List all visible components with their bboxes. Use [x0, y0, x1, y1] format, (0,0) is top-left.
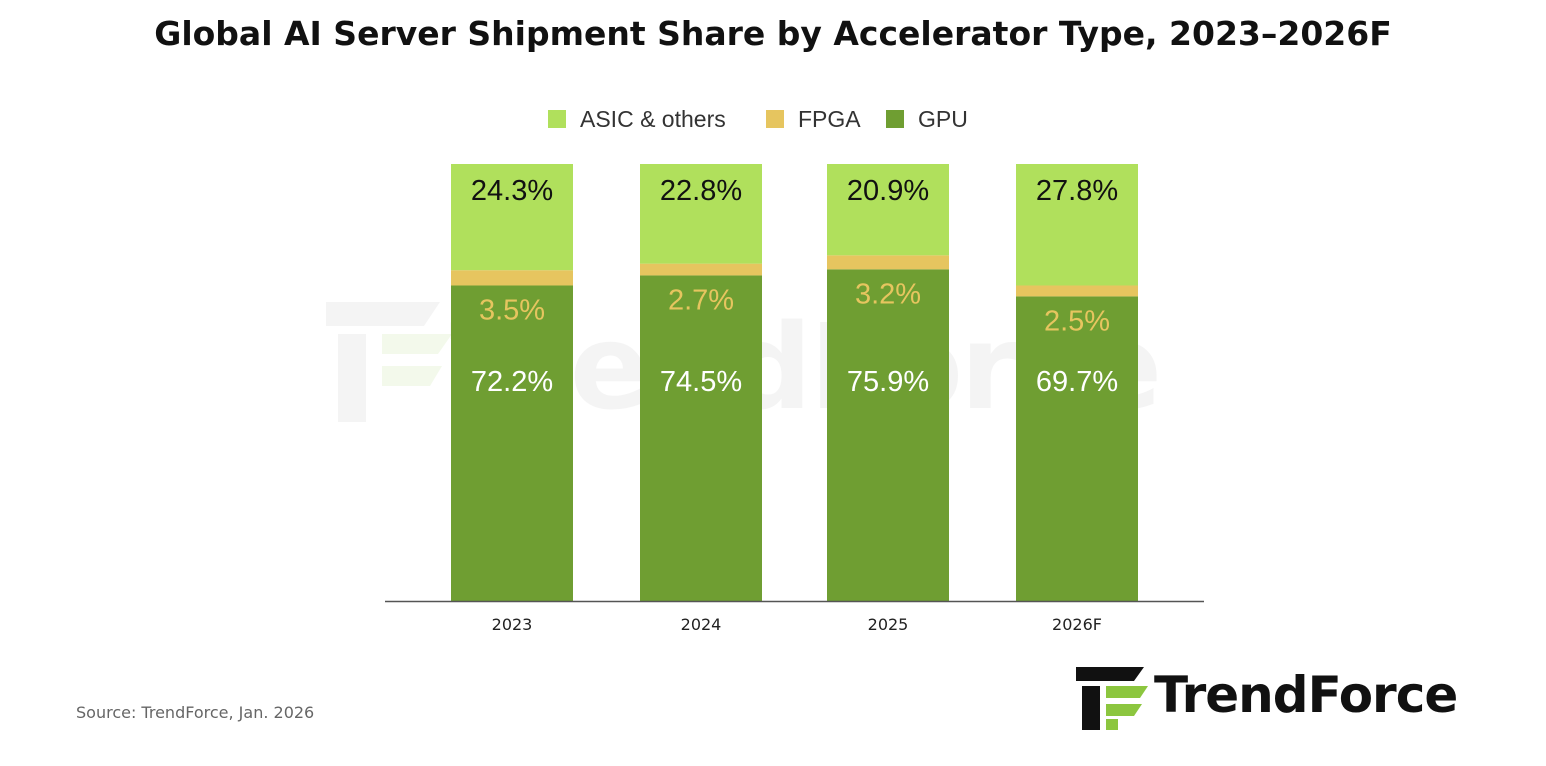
data-label-asic-others-2024: 22.8% [660, 175, 742, 207]
x-axis-tick-labels: 2023 2024 2025 2026F [492, 615, 1102, 634]
trendforce-logo-icon [1076, 667, 1148, 730]
data-label-gpu-2025: 75.9% [847, 366, 929, 398]
bar-fpga-2023 [451, 270, 573, 286]
legend-label-asic-others: ASIC & others [580, 106, 726, 132]
x-tick-label-2026f: 2026F [1052, 615, 1102, 634]
legend-label-gpu: GPU [918, 106, 968, 132]
data-label-fpga-2025: 3.2% [855, 278, 921, 310]
data-labels: 24.3% 3.5% 72.2% 22.8% 2.7% 74.5% 20.9% 3.2% 75.… [471, 175, 1118, 398]
x-tick-label-2024: 2024 [681, 615, 722, 634]
data-label-fpga-2023: 3.5% [479, 294, 545, 326]
data-label-gpu-2024: 74.5% [660, 366, 742, 398]
bar-fpga-2026f [1016, 285, 1138, 297]
bar-gpu-2023 [451, 285, 573, 601]
bar-gpu-2024 [640, 275, 762, 601]
bar-asic-others-2025 [827, 164, 949, 256]
legend-swatch-asic-others [548, 110, 566, 128]
brand-name: TrendForce [1154, 666, 1458, 724]
data-label-gpu-2026f: 69.7% [1036, 366, 1118, 398]
bar-gpu-2026f [1016, 296, 1138, 601]
bars [451, 164, 1138, 601]
bar-asic-others-2024 [640, 164, 762, 264]
bar-asic-others-2023 [451, 164, 573, 271]
x-tick-label-2025: 2025 [868, 615, 909, 634]
legend-label-fpga: FPGA [798, 106, 861, 132]
data-label-asic-others-2025: 20.9% [847, 175, 929, 207]
bar-gpu-2025 [827, 269, 949, 601]
bar-asic-others-2026f [1016, 164, 1138, 286]
data-label-gpu-2023: 72.2% [471, 366, 553, 398]
data-label-fpga-2026f: 2.5% [1044, 305, 1110, 337]
data-label-fpga-2024: 2.7% [668, 284, 734, 316]
source-note: Source: TrendForce, Jan. 2026 [76, 703, 315, 722]
x-tick-label-2023: 2023 [492, 615, 533, 634]
bar-fpga-2025 [827, 255, 949, 270]
legend-swatch-gpu [886, 110, 904, 128]
legend-swatch-fpga [766, 110, 784, 128]
chart-title: Global AI Server Shipment Share by Accel… [154, 14, 1392, 53]
bar-fpga-2024 [640, 263, 762, 276]
legend: ASIC & others FPGA GPU [548, 106, 968, 132]
data-label-asic-others-2026f: 27.8% [1036, 175, 1118, 207]
data-label-asic-others-2023: 24.3% [471, 175, 553, 207]
